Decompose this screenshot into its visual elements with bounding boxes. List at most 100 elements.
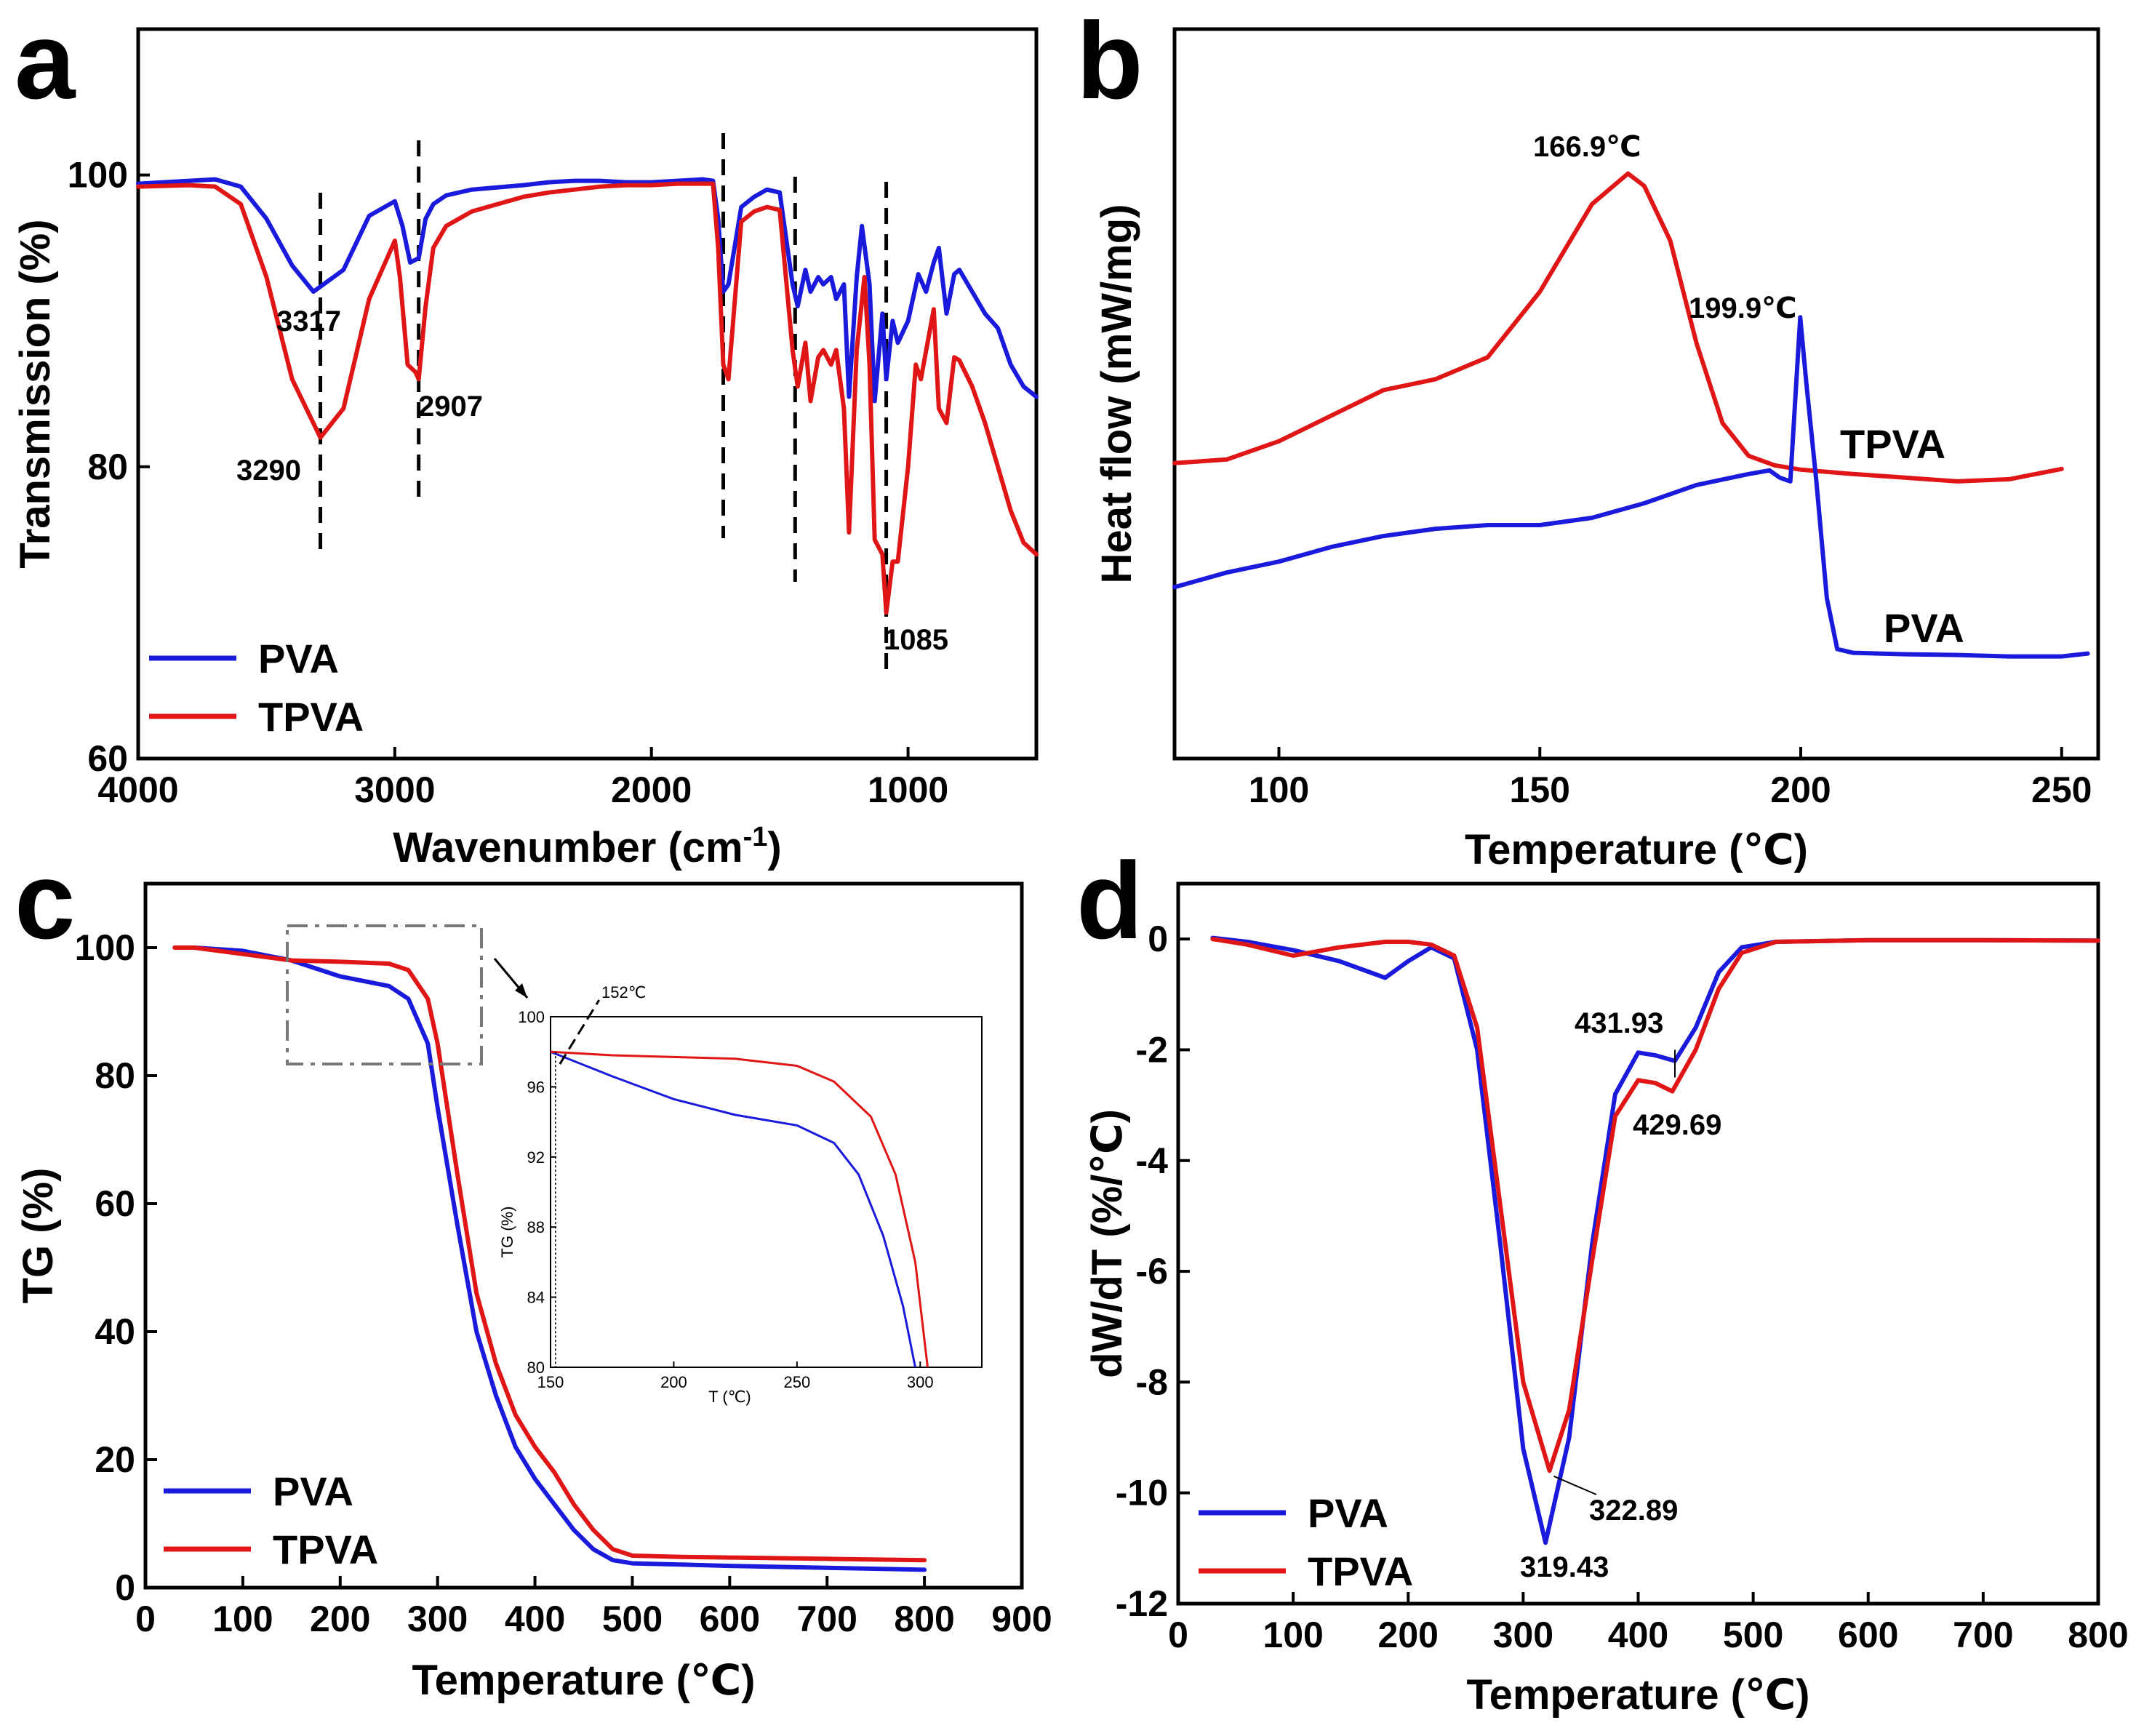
d-annotation: 322.89 [1589, 1495, 1678, 1527]
d-x-tick-label: 400 [1608, 1615, 1668, 1655]
c-series-tpva [172, 945, 927, 1563]
c-x-tick-label: 300 [407, 1599, 468, 1639]
c-zoom-box [286, 924, 483, 1065]
c-y-tick-label: 0 [115, 1567, 135, 1608]
d-x-tick-label: 600 [1838, 1615, 1898, 1655]
c-inset-x-tick-label: 200 [660, 1373, 687, 1391]
d-series-pva [1210, 935, 2100, 1545]
d-y-tick-label: -2 [1136, 1029, 1168, 1070]
a-x-tick-label: 1000 [868, 769, 948, 810]
d-series-tpva [1210, 937, 2100, 1473]
a-x-tick-label: 2000 [611, 769, 692, 810]
b-x-tick-label: 100 [1249, 769, 1309, 810]
c-y-tick-label: 100 [75, 927, 135, 968]
a-x-axis-label-sup: -1 [743, 822, 768, 852]
c-x-tick-label: 700 [797, 1599, 857, 1639]
d-y-tick-label: 0 [1148, 919, 1168, 959]
d-y-tick-label: -4 [1136, 1140, 1169, 1181]
a-x-axis-label-close: ) [767, 824, 781, 871]
d-x-tick-label: 700 [1953, 1615, 2013, 1655]
panel-c: 0 100 200 300 400 500 600 700 800 900 0 20 40 60 80 100… [15, 839, 1052, 1704]
panel-b: 100 150 200 250 166.9℃ 199.9℃ TPVA PVA b Temperat… [1076, 0, 2100, 873]
c-x-tick-label: 100 [212, 1599, 273, 1639]
d-x-tick-label: 0 [1168, 1615, 1188, 1655]
d-x-tick-label: 500 [1723, 1615, 1783, 1655]
d-annotation: 431.93 [1575, 1007, 1663, 1039]
c-inset-y-tick-label: 100 [518, 1008, 545, 1026]
c-plot-frame [143, 881, 1024, 1590]
c-inset-x-tick-label: 300 [907, 1373, 934, 1391]
c-inset-x-tick-label: 150 [537, 1373, 564, 1391]
a-annotation: 2907 [418, 391, 483, 423]
c-x-tick-label: 600 [700, 1599, 760, 1639]
a-x-axis-label-main: Wavenumber (cm [393, 824, 743, 871]
b-x-axis-label: Temperature (℃) [1465, 826, 1808, 873]
b-x-tick-label: 250 [2031, 769, 2092, 810]
a-annotation: 3317 [276, 305, 341, 337]
a-series-tpva [136, 181, 1039, 615]
a-legend-label-tpva: TPVA [258, 694, 364, 740]
c-x-tick-label: 900 [991, 1599, 1052, 1639]
c-series-pva [172, 945, 927, 1572]
d-x-axis-label: Temperature (℃) [1466, 1671, 1809, 1719]
c-inset-y-tick-label: 88 [527, 1218, 545, 1236]
c-y-tick-label: 80 [95, 1055, 135, 1096]
c-inset-y-tick-label: 84 [527, 1289, 545, 1307]
a-panel-letter: a [15, 0, 76, 121]
b-x-tick-label: 150 [1510, 769, 1570, 810]
c-y-tick-label: 60 [95, 1183, 135, 1224]
b-series-tpva [1172, 171, 2064, 484]
b-panel-letter: b [1076, 0, 1143, 121]
d-y-axis-label: dW/dT (%/℃) [1084, 1109, 1131, 1378]
c-x-tick-label: 200 [310, 1599, 370, 1639]
c-inset-y-axis-label: TG (%) [498, 1207, 516, 1258]
d-x-tick-label: 200 [1378, 1615, 1439, 1655]
b-annotation: 199.9℃ [1689, 292, 1797, 324]
d-y-tick-label: -12 [1116, 1583, 1168, 1624]
b-plot-frame [1172, 27, 2100, 761]
a-x-tick-label: 3000 [354, 769, 435, 810]
c-x-axis-label: Temperature (℃) [412, 1657, 755, 1704]
d-x-tick-label: 800 [2068, 1615, 2128, 1655]
a-y-tick-label: 80 [87, 447, 128, 487]
d-peak-marker [1553, 1475, 1597, 1495]
c-legend-label-tpva: TPVA [273, 1527, 378, 1572]
a-series-pva [136, 177, 1039, 404]
c-inset-x-axis-label: T (℃) [708, 1388, 751, 1406]
c-inset-y-tick-label: 92 [527, 1148, 545, 1167]
a-plot-frame [136, 27, 1039, 761]
d-panel-letter: d [1076, 839, 1143, 961]
d-x-tick-label: 100 [1263, 1615, 1323, 1655]
b-y-axis-label: Heat flow (mW/mg) [1093, 204, 1140, 584]
panel-a: 4000 3000 2000 1000 60 80 100 3317 2907 3290 1085 P… [12, 0, 1039, 871]
a-y-tick-label: 60 [87, 738, 128, 779]
c-inset-x-tick-label: 250 [783, 1373, 810, 1391]
c-inset-y-tick-label: 80 [527, 1359, 545, 1377]
b-series-label-pva: PVA [1884, 605, 1964, 651]
c-inset-frame [550, 1016, 983, 1368]
c-inset-series-tpva [550, 1050, 929, 1368]
d-y-tick-label: -8 [1136, 1361, 1168, 1402]
d-y-tick-label: -6 [1136, 1251, 1168, 1292]
b-series-label-tpva: TPVA [1840, 421, 1945, 467]
d-annotation: 319.43 [1520, 1551, 1609, 1583]
b-annotation: 166.9℃ [1533, 131, 1641, 163]
d-legend-label-pva: PVA [1308, 1490, 1388, 1536]
c-inset-annotation: 152℃ [601, 983, 646, 1001]
c-y-axis-label: TG (%) [15, 1168, 62, 1304]
a-legend-label-pva: PVA [258, 636, 339, 681]
d-x-tick-label: 300 [1493, 1615, 1553, 1655]
a-x-tick-label: 4000 [97, 769, 178, 810]
d-legend-label-tpva: TPVA [1308, 1548, 1413, 1594]
d-annotation: 429.69 [1633, 1109, 1721, 1141]
b-x-tick-label: 200 [1770, 769, 1831, 810]
c-x-tick-label: 500 [602, 1599, 663, 1639]
c-x-tick-label: 800 [894, 1599, 954, 1639]
b-series-pva [1172, 315, 2090, 659]
a-x-axis-label: Wavenumber (cm-1) [393, 822, 781, 871]
c-y-tick-label: 20 [95, 1439, 135, 1480]
c-legend-label-pva: PVA [273, 1468, 353, 1514]
a-y-tick-label: 100 [68, 155, 128, 196]
a-annotation: 3290 [236, 455, 301, 487]
a-annotation: 1085 [884, 624, 948, 656]
